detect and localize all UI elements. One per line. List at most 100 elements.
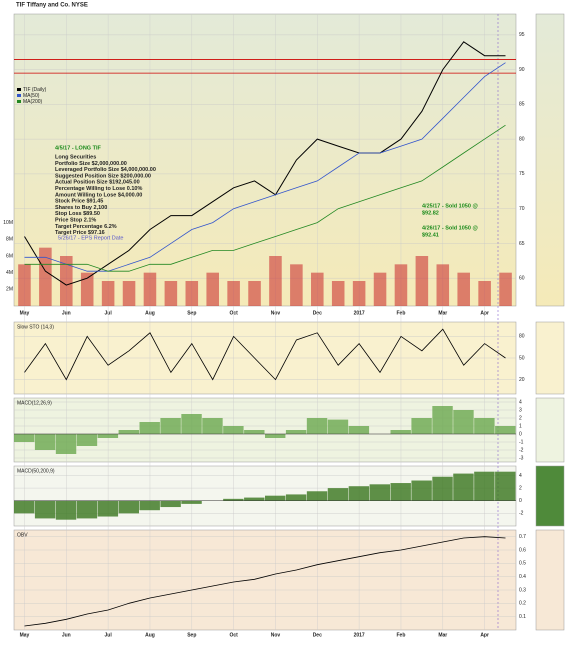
y-tick-label: 2: [519, 485, 522, 491]
panel-title: MACD(12,26,9): [17, 400, 52, 406]
bar: [369, 484, 390, 501]
y-tick-label: 90: [519, 67, 525, 73]
note-line: Leveraged Portfolio Size $4,000,000.00: [55, 167, 156, 173]
x-tick-label: Oct: [229, 632, 238, 638]
side-panel: [535, 13, 565, 307]
note-line: Actual Position Size $192,045.00: [55, 180, 140, 186]
note-title: 4/5/17 - LONG TIF: [55, 145, 101, 151]
y-tick-label: 0.5: [519, 561, 526, 567]
bar: [474, 471, 495, 501]
bar: [495, 471, 516, 501]
panel-title: Slow STO (14,3): [17, 324, 54, 330]
y-tick-label: 0.1: [519, 614, 526, 620]
line: [24, 536, 506, 627]
chart-title: TIF Tiffany and Co. NYSE: [16, 3, 88, 9]
volume-tick-label: 10M: [3, 220, 13, 226]
side-panel: [535, 397, 565, 463]
bar: [55, 434, 77, 454]
note-line: Stock Price $91.45: [55, 199, 103, 205]
bar: [327, 419, 349, 434]
bar: [453, 473, 474, 501]
x-tick-label: Nov: [271, 632, 281, 638]
bar: [453, 410, 474, 434]
y-tick-label: 65: [519, 241, 525, 247]
bar: [348, 486, 370, 501]
note-line: Long Securities: [55, 154, 96, 160]
bar: [348, 426, 370, 434]
y-tick-label: 4: [519, 399, 522, 405]
bar: [306, 491, 328, 501]
bar: [474, 418, 495, 434]
bar: [495, 426, 516, 434]
bar: [118, 430, 139, 434]
bar: [97, 500, 119, 517]
bar: [202, 418, 223, 434]
bar: [14, 500, 35, 514]
volume-bar: [248, 281, 261, 306]
volume-bar: [415, 256, 429, 306]
note-line: Shares to Buy 2,100: [55, 205, 107, 211]
y-tick-label: 0.2: [519, 601, 526, 607]
bar: [139, 500, 160, 511]
note-line: Target Percentage 6.2%: [55, 224, 117, 230]
bar: [265, 495, 286, 501]
line: [24, 41, 506, 286]
y-tick-label: 1: [519, 423, 522, 429]
volume-bar: [352, 281, 366, 306]
volume-bar: [373, 272, 387, 306]
volume-bar: [457, 272, 470, 306]
bar: [34, 434, 56, 450]
volume-bar: [18, 264, 31, 306]
y-tick-label: 3: [519, 407, 522, 413]
note-line: Percentage Willing to Lose 0.10%: [55, 186, 142, 192]
y-tick-label: 0.7: [519, 534, 526, 540]
y-tick-label: 50: [519, 355, 525, 361]
bar: [14, 434, 35, 442]
y-tick-label: 60: [519, 276, 525, 282]
volume-bar: [478, 281, 491, 306]
volume-bar: [290, 264, 303, 306]
x-tick-label: Jul: [105, 632, 113, 638]
sell-note: 4/26/17 - Sold 1050 @: [422, 225, 478, 231]
obv-panel: [13, 529, 517, 631]
bar: [76, 434, 98, 446]
x-tick-label: 2017: [354, 632, 365, 638]
volume-bar: [269, 256, 282, 306]
panel-title: OBV: [17, 532, 28, 538]
bar: [55, 500, 77, 520]
bar: [160, 500, 181, 508]
volume-bar: [164, 281, 178, 306]
y-tick-label: -3: [519, 455, 524, 461]
volume-bar: [122, 281, 136, 306]
bar: [181, 500, 202, 504]
x-tick-label: Sep: [187, 632, 196, 638]
x-tick-label: Mar: [438, 632, 447, 638]
bar: [306, 418, 328, 434]
bar: [390, 483, 411, 501]
y-tick-label: 0.3: [519, 587, 526, 593]
note-line: Stop Loss $89.50: [55, 211, 100, 217]
volume-bar: [185, 281, 199, 306]
y-tick-label: 20: [519, 377, 525, 383]
volume-bar: [101, 281, 115, 306]
note-line: Suggested Position Size $200,000.00: [55, 173, 151, 179]
y-tick-label: 85: [519, 102, 525, 108]
y-tick-label: -2: [519, 447, 524, 453]
event-note: 5/26/17 - EPS Report Date: [58, 235, 123, 241]
bar: [327, 488, 349, 501]
y-tick-label: 2: [519, 415, 522, 421]
line: [24, 328, 506, 381]
y-tick-label: 0: [519, 431, 522, 437]
bar: [76, 500, 98, 519]
bar: [411, 480, 432, 501]
y-tick-label: 70: [519, 206, 525, 212]
y-tick-label: 80: [519, 334, 525, 340]
bar: [34, 500, 56, 519]
volume-tick-label: 4M: [6, 270, 13, 276]
legend-label: MA(50): [23, 93, 40, 99]
legend-swatch: [17, 100, 21, 103]
sell-note: 4/25/17 - Sold 1050 @: [422, 203, 478, 209]
y-tick-label: 75: [519, 171, 525, 177]
trade-note: 4/5/17 - LONG TIF Long SecuritiesPortfoli…: [55, 145, 156, 236]
